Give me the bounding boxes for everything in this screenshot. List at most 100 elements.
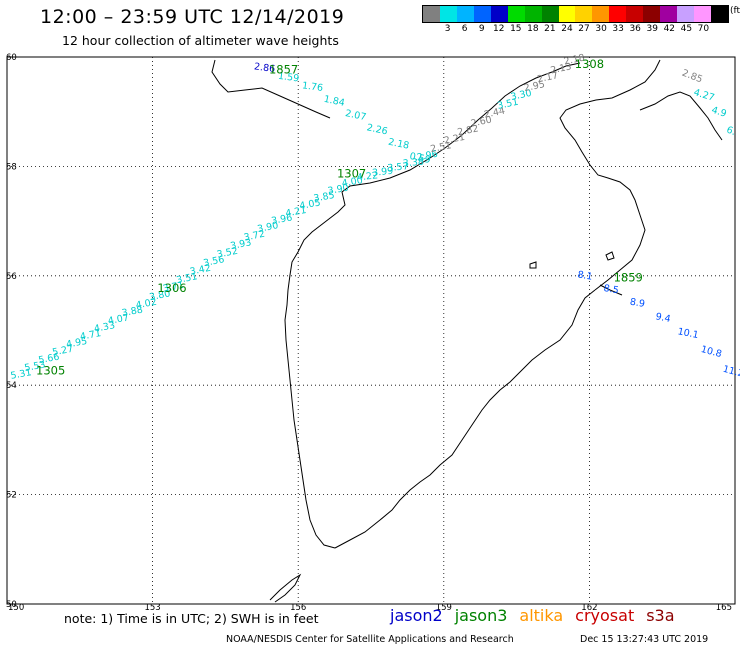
pass-time-label: 1307 [337,166,366,180]
scale-swatch [524,6,542,22]
wave-height-value: 4.02 [135,297,158,312]
scale-swatch [541,6,559,22]
wave-height-value: 1.84 [323,94,346,109]
wave-height-value: 8.9 [629,297,646,310]
wave-height-value: 2.96 [416,149,439,164]
page-title: 12:00 – 23:59 UTC 12/14/2019 [40,6,345,28]
wave-height-value: 5.53 [24,359,47,374]
wave-height-value: 2.18 [387,137,410,152]
scale-swatch [507,6,525,22]
wave-height-value: 2.13 [550,61,573,76]
scale-label: 6 [461,24,468,34]
lat-tick-label: 50 [6,600,17,610]
wave-height-value: 3.99 [372,166,394,179]
wave-height-value: 2.44 [483,106,506,121]
coastline-islet-d [605,251,615,261]
satellite-jason3: jason3 [454,606,508,625]
wave-height-value: 3.80 [148,288,171,303]
coastline-kamchatka-south [334,289,596,549]
footer-note: note: 1) Time is in UTC; 2) SWH is in fe… [64,611,319,626]
wave-height-value: 3.96 [270,212,293,226]
wave-height-value: 3.90 [327,183,350,197]
wave-height-value: 3.71 [162,280,185,295]
lat-tick-label: 58 [6,162,17,172]
pass-time-label: 1857 [269,62,298,76]
wave-height-value: 3.85 [313,190,336,204]
track-1305: 5.315.535.665.274.954.714.334.073.884.02… [10,52,604,381]
scale-swatch [677,6,694,22]
coastline-islet-a [639,91,723,141]
wave-height-value: 2.18 [563,52,586,67]
scale-swatch [423,6,440,22]
wave-height-value: 8.1 [577,269,594,282]
lat-tick-label: 52 [6,491,17,501]
scale-swatch [710,6,728,22]
wave-height-value: 4.07 [107,312,130,327]
wave-height-value: 5.27 [51,344,74,359]
satellite-s3a: s3a [646,606,675,625]
wave-height-value: 4.00 [341,175,364,189]
scale-label: 12 [493,24,505,34]
scale-swatch [473,6,491,22]
pass-time-label: 1308 [575,57,604,71]
wave-height-value: 3.51 [175,271,198,286]
pass-time-label: 1306 [157,281,186,295]
wave-height-value: 2.07 [344,108,367,123]
lat-tick-label: 56 [6,272,17,282]
satellite-jason2: jason2 [390,606,443,625]
scale-label: 27 [578,24,590,34]
scale-swatches [422,5,729,23]
wave-height-value: 3.90 [256,220,279,235]
wave-height-value: 2.51 [429,140,452,155]
satellite-cryosat: cryosat [575,606,635,625]
coastline-kamchatka-east [559,59,661,291]
scale-label: 42 [663,24,676,34]
scale-swatch [558,6,576,22]
lat-tick-label: 60 [6,53,17,63]
coastline-island-south [269,573,302,603]
scale-label: 30 [595,24,607,34]
wave-height-value: 4.9 [710,105,728,120]
pass-time-label: 1859 [614,270,643,284]
lon-tick-label: 153 [144,603,160,613]
wave-height-value: 5.66 [38,352,61,367]
wave-height-value: 1.76 [301,80,323,94]
wave-height-value: 2.17 [536,70,559,85]
coastline [211,59,723,603]
wave-height-value: 3.57 [387,161,409,174]
wave-height-value: 2.86 [253,61,275,75]
graticule [7,57,735,604]
wave-height-value: 3.93 [229,237,252,252]
wave-height-value: 5.31 [10,367,33,382]
scale-label: 36 [629,24,641,34]
wave-height-value: 2.95 [523,79,546,94]
wave-height-value: 11.2 [722,364,740,380]
wave-height-value: 3.52 [216,246,239,261]
wave-height-value: 1.59 [277,71,299,85]
scale-label: 21 [544,24,556,34]
satellite-legend: jason2 jason3 altika cryosat s3a [390,606,687,625]
wave-height-value: 3.38 [402,156,424,169]
scale-unit: (ft) [730,6,740,16]
scale-label: 3 [444,24,451,34]
footer-credit: NOAA/NESDIS Center for Satellite Applica… [226,634,514,645]
wave-height-value: 3.51 [496,97,519,112]
wave-height-value: 3.72 [243,229,266,244]
wave-height-value: 2.26 [366,122,389,137]
wave-height-value: 2.21 [443,132,466,147]
wave-height-value: 4.33 [93,320,116,335]
scale-label: 15 [510,24,522,34]
scale-swatch [575,6,593,22]
wave-height-value: 4.05 [299,198,322,212]
wave-height-value: 10.1 [677,326,700,341]
wave-height-value: 0.59 [409,151,432,166]
map-frame [6,56,736,605]
scale-label: 45 [680,24,693,34]
track-1857: 2.861.591.761.842.072.262.180.59 1857 [253,61,431,166]
track-ne: 2.854.274.9 6. [680,68,737,138]
lon-tick-label: 159 [436,603,452,613]
scale-swatch [490,6,508,22]
scale-labels: 3 6 9 12 15 18 21 24 27 30 33 36 39 42 45 70 [422,23,729,37]
